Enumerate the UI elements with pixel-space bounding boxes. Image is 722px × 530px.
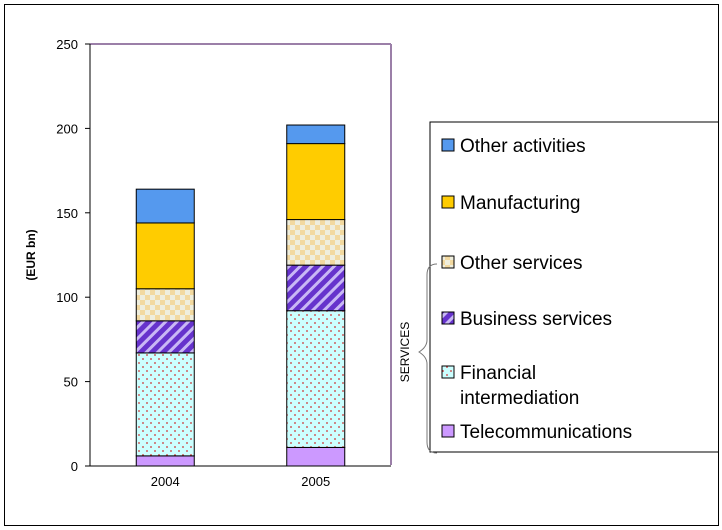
- bar-other-activities-2004: [135, 188, 195, 224]
- legend-swatch-other-activities: [441, 138, 455, 152]
- bar-financial-intermediation-2004: [135, 352, 195, 457]
- legend-label-business-services: Business services: [460, 309, 612, 330]
- y-tick-label: 150: [56, 206, 78, 221]
- bar-business-services-2004: [135, 320, 195, 354]
- bar-financial-intermediation-2005: [286, 310, 346, 448]
- legend-swatch-financial-intermediation: [441, 365, 455, 379]
- y-tick-label: 250: [56, 37, 78, 52]
- bar-business-services-2005: [286, 264, 346, 312]
- x-ticks-group: 2004 2005: [151, 474, 330, 489]
- y-tick-label: 0: [71, 459, 78, 474]
- y-axis-label: (EUR bn): [24, 229, 38, 280]
- legend-label-other-activities: Other activities: [460, 136, 586, 157]
- x-tick-label: 2004: [151, 474, 180, 489]
- legend-swatch-telecommunications: [441, 424, 455, 438]
- bar-manufacturing-2004: [135, 222, 195, 290]
- y-tick-label: 200: [56, 121, 78, 136]
- chart-frame: 0 50 100 150 200 250 2004 2005 (EUR bn) Other …: [4, 4, 722, 526]
- legend: [429, 121, 722, 453]
- bar-telecommunications-2005: [286, 446, 346, 467]
- legend-swatch-other-services: [441, 255, 455, 269]
- legend-items: Other activities Manufacturing Other servi…: [441, 136, 632, 443]
- plot-area: [90, 43, 392, 465]
- legend-swatch-business-services: [441, 311, 455, 325]
- y-ticks-group: 0 50 100 150 200 250: [56, 37, 90, 474]
- legend-label-manufacturing: Manufacturing: [460, 193, 580, 214]
- legend-label-other-services: Other services: [460, 253, 582, 274]
- x-tick-label: 2005: [301, 474, 330, 489]
- bar-other-services-2005: [286, 219, 346, 266]
- services-brace: [418, 263, 438, 454]
- legend-swatch-manufacturing: [441, 195, 455, 209]
- legend-label-telecommunications: Telecommunications: [460, 422, 632, 443]
- bar-other-services-2004: [135, 288, 195, 322]
- services-group-label: SERVICES: [398, 322, 412, 382]
- stacked-bar-chart: 0 50 100 150 200 250 2004 2005 (EUR bn) Other …: [24, 37, 722, 489]
- y-tick-label: 100: [56, 290, 78, 305]
- bars-group: [135, 124, 346, 467]
- y-tick-label: 50: [64, 375, 78, 390]
- bar-manufacturing-2005: [286, 143, 346, 221]
- legend-label-financial-intermediation: Financial intermediation: [460, 363, 579, 409]
- bar-other-activities-2005: [286, 124, 346, 145]
- bar-telecommunications-2004: [135, 455, 195, 467]
